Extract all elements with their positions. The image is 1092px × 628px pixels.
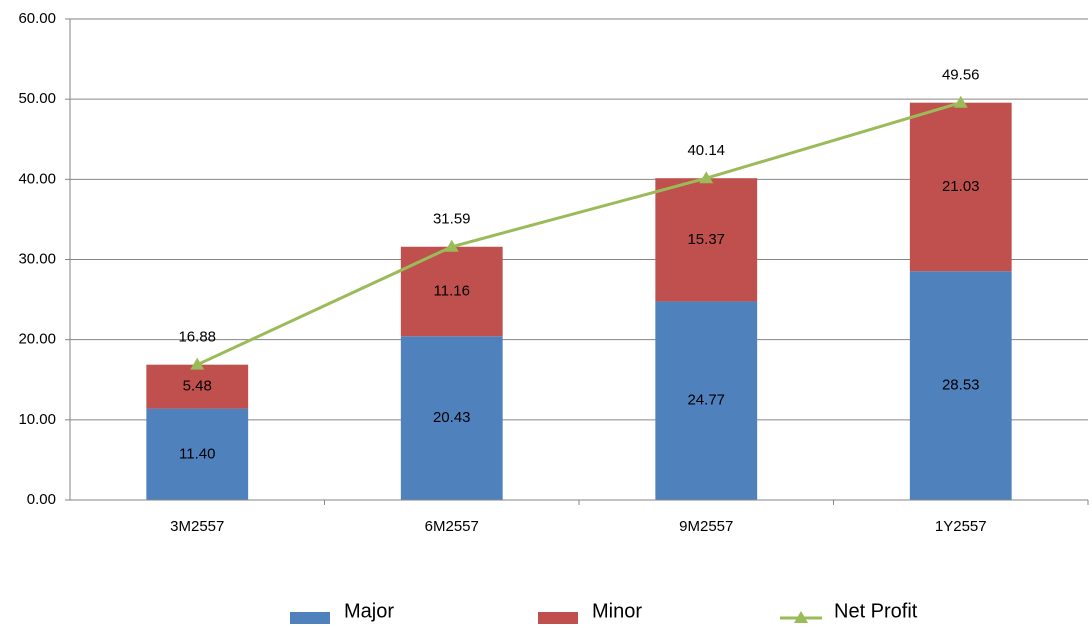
bar-segment — [909, 271, 1012, 500]
data-label: 15.37 — [687, 231, 725, 248]
y-tick-label: 50.00 — [18, 90, 56, 107]
y-tick-label: 20.00 — [18, 331, 56, 348]
y-tick-label: 0.00 — [27, 491, 56, 508]
bar-segment — [655, 178, 758, 302]
data-label: 11.40 — [179, 445, 215, 462]
data-label: 40.14 — [687, 142, 725, 159]
data-label: 31.59 — [433, 211, 471, 228]
data-label: 24.77 — [687, 392, 725, 409]
legend-label: Minor — [592, 600, 642, 622]
x-tick-label: 3M2557 — [170, 518, 224, 535]
bar-segment — [655, 301, 758, 500]
legend-label: Major — [344, 600, 394, 622]
line-marker — [444, 239, 459, 252]
legend-swatch — [538, 612, 578, 624]
y-tick-label: 10.00 — [18, 411, 56, 428]
bar-segment — [909, 102, 1012, 272]
bar-segment — [400, 336, 503, 500]
data-label: 16.88 — [178, 329, 216, 346]
y-tick-label: 60.00 — [18, 10, 56, 27]
bar-segment — [146, 408, 249, 500]
line-marker — [190, 357, 205, 370]
data-label: 20.43 — [433, 409, 471, 426]
y-tick-label: 40.00 — [18, 170, 56, 187]
data-label: 49.56 — [942, 67, 980, 84]
line — [196, 101, 962, 367]
x-tick-label: 6M2557 — [425, 518, 479, 535]
data-label: 21.03 — [942, 178, 980, 195]
x-tick-label: 1Y2557 — [935, 518, 987, 535]
data-label: 11.16 — [434, 282, 470, 299]
legend-swatch — [290, 612, 330, 624]
x-tick-label: 9M2557 — [679, 518, 733, 535]
line-marker — [699, 171, 714, 184]
data-label: 28.53 — [942, 377, 980, 394]
line-marker — [953, 95, 968, 108]
legend-marker — [794, 611, 808, 623]
bar-segment — [146, 364, 249, 409]
legend-label: Net Profit — [834, 600, 918, 622]
data-label: 5.48 — [183, 378, 212, 395]
y-tick-label: 30.00 — [18, 250, 56, 267]
